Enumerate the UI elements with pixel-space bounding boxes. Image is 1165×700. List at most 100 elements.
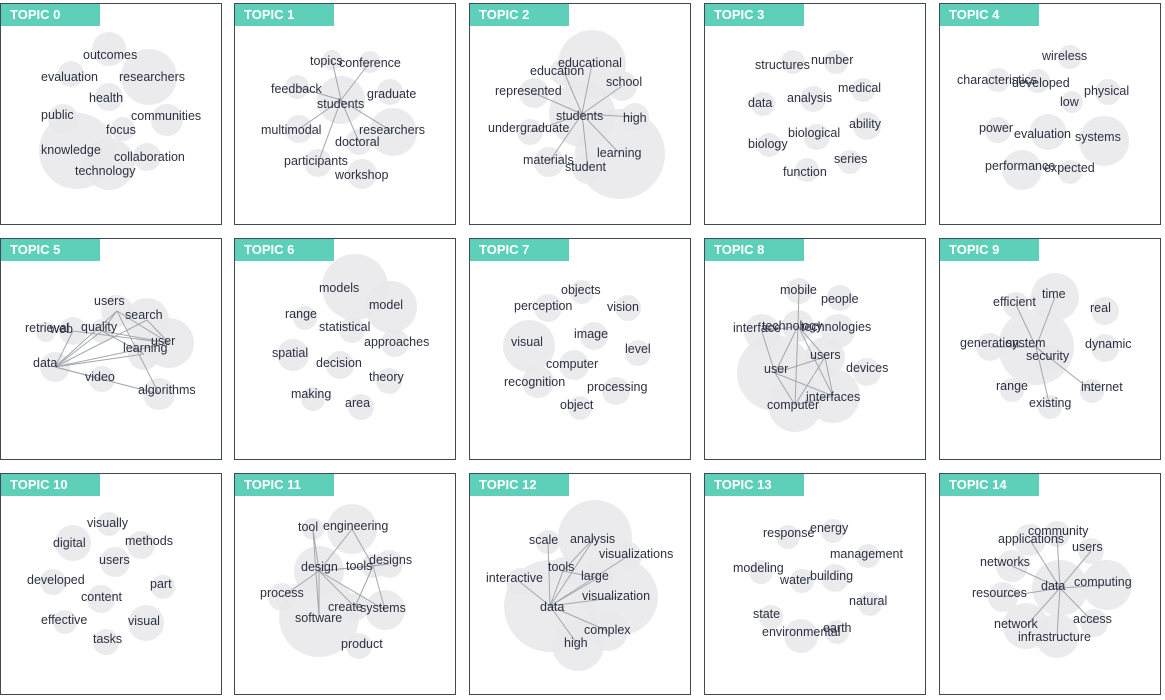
topic-word: applications <box>998 532 1064 546</box>
topic-word: computer <box>546 357 598 371</box>
word-bubble <box>858 592 882 616</box>
topic-word: multimodal <box>261 123 321 137</box>
topic-word: visually <box>87 516 129 530</box>
topic-word: efficient <box>993 295 1036 309</box>
topic-word: large <box>581 569 609 583</box>
topic-word: knowledge <box>41 143 101 157</box>
word-link <box>774 372 834 397</box>
word-bubble <box>853 112 881 140</box>
word-link <box>72 330 170 344</box>
topic-word: materials <box>523 153 574 167</box>
word-bubble <box>1095 79 1121 105</box>
topic-word: range <box>285 307 317 321</box>
topic-word: scale <box>529 533 558 547</box>
word-link <box>549 555 629 607</box>
word-link <box>1035 346 1051 408</box>
topic-word: mobile <box>780 283 817 297</box>
word-link <box>318 565 374 572</box>
topic-panel: wireless characteristics developed physical… <box>939 3 1161 225</box>
word-link <box>797 325 834 397</box>
word-link <box>54 330 74 368</box>
word-bubble <box>100 547 130 577</box>
word-bubble <box>1000 378 1024 402</box>
topic-panel: community applications users networks data co… <box>939 473 1161 695</box>
topic-word: users <box>99 553 130 567</box>
topic-word: power <box>979 121 1013 135</box>
topic-word: interfaces <box>806 390 860 404</box>
word-bubble <box>821 564 849 592</box>
topic-word: conference <box>339 56 401 70</box>
word-link <box>298 99 342 130</box>
topic-word: analysis <box>570 532 615 546</box>
topic-word: students <box>317 97 364 111</box>
word-link <box>794 325 799 406</box>
word-bubble <box>522 366 554 398</box>
word-bubble <box>838 150 862 174</box>
topic-word-graph: outcomes evaluation researchers health publi… <box>39 32 201 190</box>
word-bubble <box>376 368 402 394</box>
topic-word: data <box>748 96 772 110</box>
topic-panel: energy response management modeling water bui… <box>704 473 926 695</box>
topic-word-graph: mobile people interfacetechnologytechnolog… <box>733 278 888 432</box>
topic-panel: tool engineering designs design tools process… <box>234 473 456 695</box>
word-link <box>1059 550 1092 589</box>
topic-word: quality <box>81 320 118 334</box>
topic-word: outcomes <box>83 48 137 62</box>
word-bubble <box>759 605 783 629</box>
topic-word: create <box>328 600 363 614</box>
topic-word: number <box>811 53 853 67</box>
word-bubble <box>36 322 56 342</box>
word-link <box>774 372 796 406</box>
word-link <box>372 563 390 567</box>
word-link <box>824 356 834 397</box>
word-bubble <box>339 317 365 343</box>
word-bubble <box>1058 45 1082 69</box>
word-link <box>1059 587 1095 624</box>
topic-word: represented <box>495 84 562 98</box>
word-link <box>54 366 160 395</box>
word-bubble <box>985 117 1011 143</box>
word-bubble <box>58 61 84 87</box>
word-bubble <box>151 104 183 136</box>
topic-word: school <box>606 75 642 89</box>
topic-word: educational <box>558 56 622 70</box>
word-link <box>351 528 374 567</box>
word-link <box>549 536 596 607</box>
topic-word: range <box>996 379 1028 393</box>
word-bubble <box>986 68 1010 92</box>
word-link <box>549 596 621 607</box>
word-bubble <box>804 124 830 150</box>
word-bubble <box>381 329 409 357</box>
word-bubble <box>503 320 555 372</box>
topic-word: natural <box>849 594 887 608</box>
topic-word: models <box>319 281 359 295</box>
topic-word: public <box>41 108 74 122</box>
topic-tab-label: TOPIC 13 <box>705 474 804 496</box>
topic-word: resources <box>972 586 1027 600</box>
word-bubble <box>1026 69 1050 93</box>
topic-word: visualizations <box>599 547 673 561</box>
topic-word: time <box>1042 287 1066 301</box>
topic-word: model <box>369 298 403 312</box>
word-link <box>563 71 583 115</box>
topic-word: systems <box>360 601 406 615</box>
topic-panel: scale analysis visualizations interactive to… <box>469 473 691 695</box>
word-bubble <box>93 629 119 655</box>
topic-word: student <box>565 160 607 174</box>
topic-word: making <box>291 387 331 401</box>
topic-word: security <box>1026 349 1070 363</box>
word-bubble <box>824 50 848 74</box>
word-link <box>533 92 583 115</box>
topic-word: high <box>623 111 647 125</box>
topic-word: focus <box>106 123 136 137</box>
topic-word: visual <box>128 614 160 628</box>
topic-word: software <box>295 611 342 625</box>
word-bubble <box>97 512 121 536</box>
word-link <box>794 356 826 406</box>
topic-word: user <box>764 362 788 376</box>
topic-word: biology <box>748 137 788 151</box>
word-bubble <box>133 143 161 171</box>
word-link <box>340 99 360 143</box>
